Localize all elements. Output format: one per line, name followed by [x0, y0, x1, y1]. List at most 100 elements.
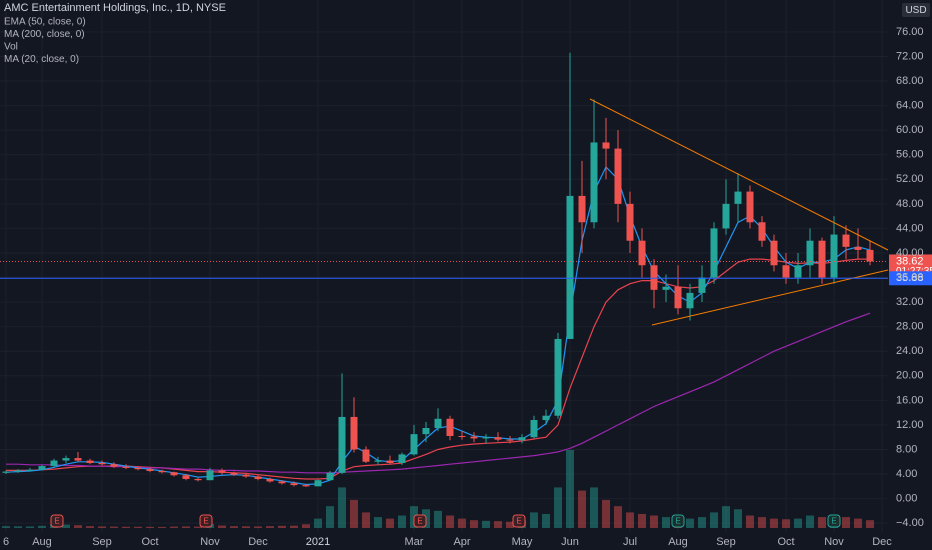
candle-body — [86, 460, 94, 463]
grid — [0, 0, 888, 533]
candle-body — [98, 462, 106, 465]
candle-body — [290, 483, 298, 486]
volume-bar — [254, 526, 262, 528]
volume-bar — [698, 517, 706, 528]
volume-bar — [182, 526, 190, 528]
candle-body — [326, 472, 334, 481]
candle-body — [242, 474, 250, 477]
currency-badge[interactable] — [902, 3, 930, 17]
volume-bar — [218, 525, 226, 528]
volume-bar — [806, 515, 814, 528]
volume-bar — [458, 518, 466, 528]
x-tick-label: Oct — [141, 536, 158, 548]
volume-bar — [602, 499, 610, 528]
legend-entry: EMA (50, close, 0) — [4, 17, 86, 28]
candle-body — [422, 427, 430, 435]
candle-body — [206, 470, 214, 481]
volume-bar — [542, 513, 550, 528]
candle-body — [698, 277, 706, 293]
y-tick-label: 20.00 — [896, 370, 924, 382]
x-tick-label: Sep — [92, 536, 112, 548]
y-tick-label: 12.00 — [896, 419, 924, 431]
volume-bar — [122, 526, 130, 528]
event-marker[interactable] — [827, 514, 841, 528]
y-tick-label: 52.00 — [896, 173, 924, 185]
candle-body — [194, 478, 202, 481]
candle-body — [638, 240, 646, 266]
event-marker[interactable] — [199, 514, 213, 528]
y-tick-label: 64.00 — [896, 100, 924, 112]
x-tick-label: Apr — [453, 536, 470, 548]
candle-body — [302, 485, 310, 487]
candle-body — [398, 454, 406, 463]
y-tick-label: 40.00 — [896, 247, 924, 259]
x-tick-label: Oct — [777, 536, 794, 548]
volume-bar — [578, 490, 586, 528]
currency-label: USD — [905, 5, 926, 16]
y-tick-label: 36.00 — [896, 271, 924, 283]
volume-bar — [470, 520, 478, 528]
y-tick-label: 44.00 — [896, 222, 924, 234]
event-marker[interactable] — [50, 514, 64, 528]
volume-bar — [734, 509, 742, 528]
volume-bar — [398, 515, 406, 528]
x-tick-label: Aug — [32, 536, 52, 548]
legend-entry: MA (200, close, 0) — [4, 29, 85, 40]
volume-bar — [242, 526, 250, 528]
price-line-tag — [889, 271, 932, 286]
volume-bar — [530, 512, 538, 528]
candle-body — [482, 437, 490, 439]
candle-body — [338, 416, 346, 473]
candle-body — [794, 265, 802, 278]
event-marker[interactable] — [671, 514, 685, 528]
candle-body — [770, 240, 778, 266]
candle-body — [710, 228, 718, 278]
volume-bar — [386, 518, 394, 528]
volume-bar — [614, 506, 622, 528]
volume-bar — [818, 517, 826, 528]
candle-body — [566, 195, 574, 339]
volume-bar — [26, 526, 34, 528]
event-label: E — [516, 517, 521, 526]
x-tick-label: Aug — [668, 536, 688, 548]
price-line-label: 35.88 — [896, 272, 924, 284]
event-label: E — [54, 517, 59, 526]
event-label: E — [417, 517, 422, 526]
volume-bar — [686, 518, 694, 528]
candle-body — [722, 203, 730, 229]
volume-bar — [866, 520, 874, 528]
volume-bar — [110, 526, 118, 528]
indicator-line — [6, 312, 871, 474]
volume-bar — [722, 506, 730, 528]
candle-body — [62, 458, 70, 461]
candle-body — [734, 191, 742, 204]
candle-body — [182, 475, 190, 479]
volume-bar — [146, 526, 154, 528]
volume-bar — [494, 521, 502, 528]
candle-body — [74, 458, 82, 461]
volume-bar — [278, 525, 286, 528]
y-tick-label: 76.00 — [896, 26, 924, 38]
event-marker[interactable] — [512, 514, 526, 528]
candle-body — [446, 418, 454, 436]
volume-bar — [2, 526, 10, 528]
volume-bar — [854, 518, 862, 528]
volume-bar — [14, 526, 22, 528]
event-marker[interactable] — [413, 514, 427, 528]
volume-bar — [230, 526, 238, 528]
volume-bar — [662, 517, 670, 528]
volume-bar — [302, 524, 310, 528]
candle-body — [746, 191, 754, 223]
volume-bar — [794, 518, 802, 528]
candle-body — [806, 240, 814, 266]
trendline-lower — [651, 269, 889, 326]
x-tick-label: Dec — [872, 536, 892, 548]
volume-bar — [650, 515, 658, 528]
candle-body — [278, 481, 286, 484]
x-tick-label: Mar — [405, 536, 424, 548]
x-tick-label: Jul — [623, 536, 637, 548]
volume-bar — [626, 512, 634, 528]
volume-bar — [314, 518, 322, 528]
candle-body — [170, 472, 178, 476]
